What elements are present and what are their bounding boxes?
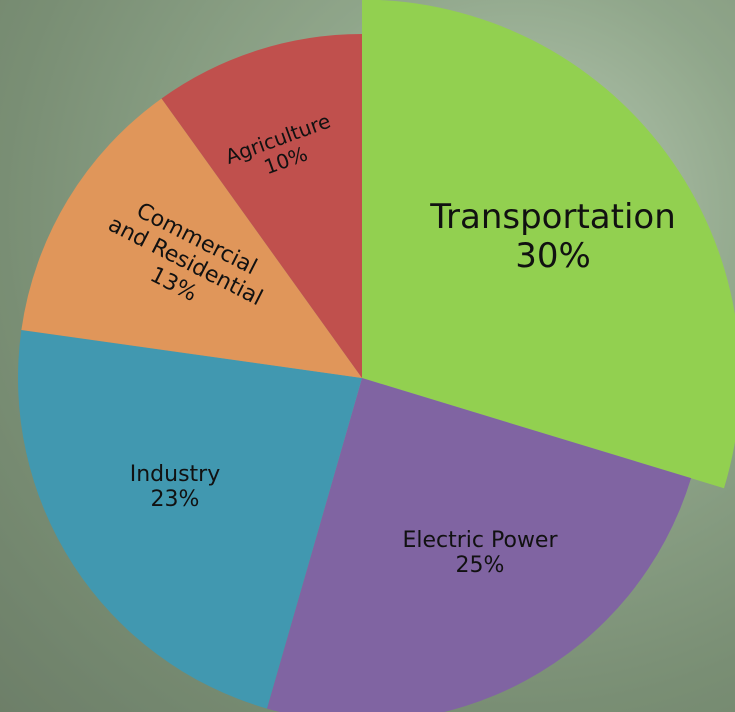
value-label: 23% bbox=[151, 487, 200, 512]
page: Transportation30% Electric Power25% Indust… bbox=[0, 0, 735, 712]
value-label: 30% bbox=[515, 237, 591, 276]
chart: Transportation30% Electric Power25% Indust… bbox=[0, 0, 735, 712]
category-name: Electric Power bbox=[402, 528, 557, 553]
value-label: 25% bbox=[456, 553, 505, 578]
category-name: Transportation bbox=[430, 198, 676, 237]
category-name: Industry bbox=[130, 462, 221, 487]
